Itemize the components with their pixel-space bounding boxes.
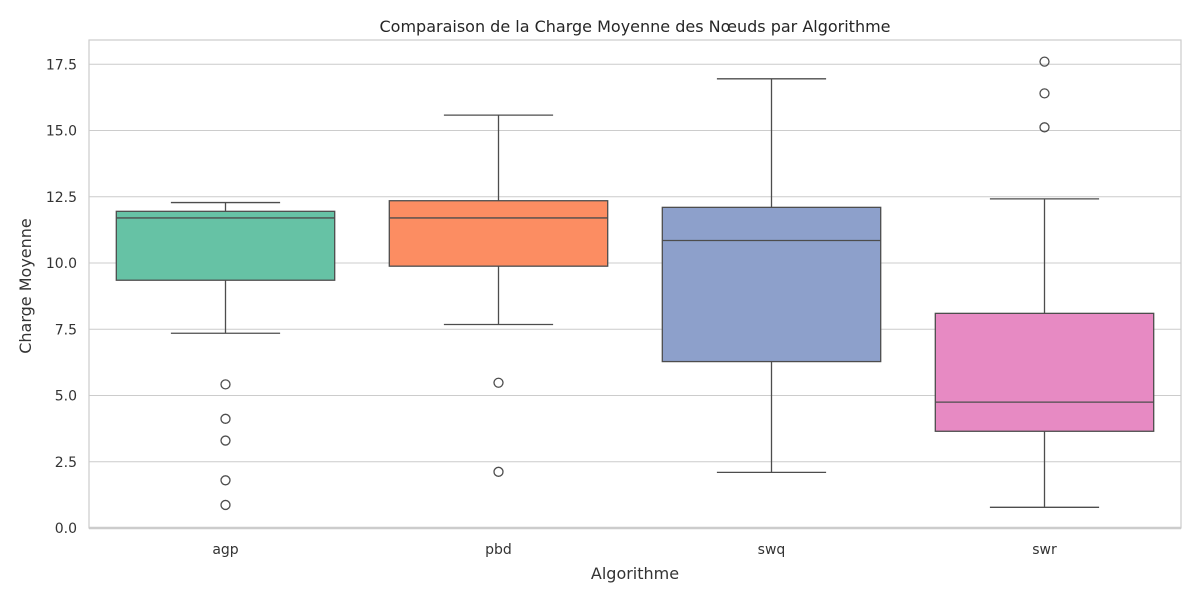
boxes bbox=[115, 56, 1155, 511]
box-body bbox=[115, 210, 336, 281]
outlier-point bbox=[493, 466, 504, 477]
x-tick-label: agp bbox=[212, 542, 238, 558]
outlier-point bbox=[220, 499, 231, 511]
outlier-point bbox=[220, 379, 231, 390]
outlier-point bbox=[220, 475, 231, 486]
plot-frame bbox=[88, 39, 1182, 529]
y-tick-label: 2.5 bbox=[55, 455, 77, 471]
x-tick-label: pbd bbox=[485, 542, 512, 558]
y-tick-label: 5.0 bbox=[55, 389, 77, 405]
grid-lines bbox=[89, 63, 1181, 530]
outlier-point bbox=[1039, 122, 1050, 133]
outlier-point bbox=[1039, 88, 1050, 99]
y-tick-label: 15.0 bbox=[46, 124, 77, 140]
y-tick-label: 0.0 bbox=[55, 521, 77, 537]
outlier-point bbox=[493, 377, 504, 388]
box-agp bbox=[115, 201, 336, 511]
box-body bbox=[388, 200, 609, 267]
chart-title: Comparaison de la Charge Moyenne des Nœu… bbox=[379, 17, 890, 36]
y-axis: 0.0 2.5 5.0 7.5 10.0 12.5 15.0 17.5 bbox=[46, 57, 77, 537]
y-axis-title: Charge Moyenne bbox=[16, 218, 35, 354]
y-tick-label: 10.0 bbox=[46, 256, 77, 272]
box-body bbox=[934, 312, 1155, 432]
outlier-point bbox=[220, 413, 231, 424]
outlier-point bbox=[220, 435, 231, 446]
box-swq bbox=[661, 78, 882, 474]
x-tick-label: swq bbox=[758, 542, 786, 558]
y-tick-label: 7.5 bbox=[55, 322, 77, 338]
x-tick-label: swr bbox=[1032, 542, 1057, 558]
y-tick-label: 17.5 bbox=[46, 57, 77, 73]
outlier-point bbox=[1039, 56, 1050, 67]
box-swr bbox=[934, 56, 1155, 508]
box-body bbox=[661, 206, 882, 363]
box-pbd bbox=[388, 114, 609, 477]
x-axis-title: Algorithme bbox=[591, 564, 679, 583]
x-axis: agp pbd swq swr bbox=[212, 542, 1057, 558]
y-tick-label: 12.5 bbox=[46, 190, 77, 206]
